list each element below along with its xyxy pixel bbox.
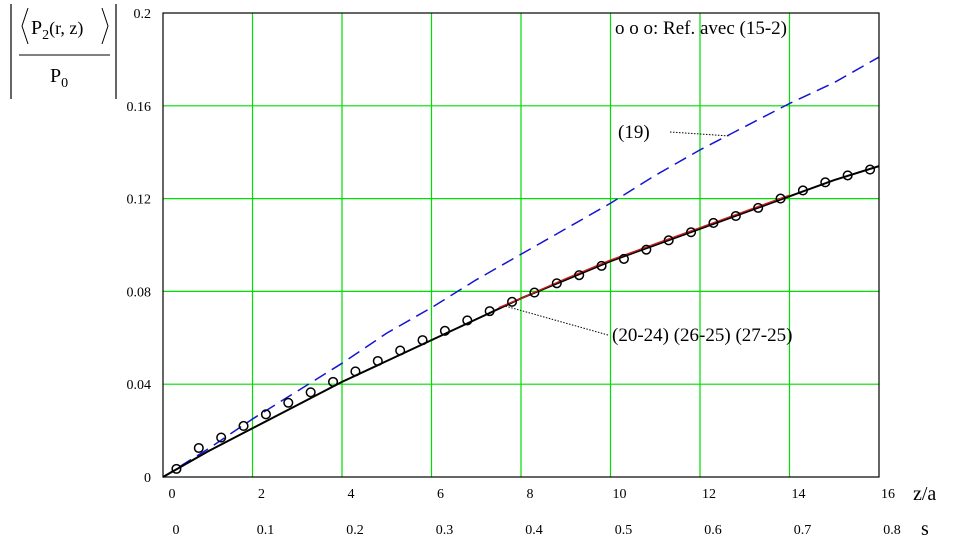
x2-axis-label: s [921,518,929,539]
x2-tick-label: 0 [173,523,180,538]
data-point-marker [797,185,808,196]
y-label-num-args: (r, z) [49,18,83,39]
y-label-num-sub: 2 [42,28,49,43]
data-point-marker [283,397,294,408]
y-label-den-sub: 0 [61,76,68,91]
x-tick-label: 4 [348,487,355,502]
data-point-marker [574,270,585,281]
x-tick-label: 10 [613,487,627,502]
series-line-2625 [498,194,790,309]
x2-tick-label: 0.6 [704,523,722,538]
x-tick-label: 8 [527,487,534,502]
x2-tick-label: 0.4 [525,523,543,538]
x2-tick-label: 0.2 [346,523,364,538]
tick-labels: 0 2 4 6 8 10 12 14 16 0 0.1 0.2 0.3 0.4 0.5 0.6 0.7 0.8 0 0… [127,7,901,538]
y-label-num-prefix: P [31,17,42,39]
x-tick-label: 2 [258,487,265,502]
data-point-marker [618,253,629,264]
svg-text:P2(r, z): P2(r, z) [31,17,83,43]
y-tick-label: 0.16 [127,100,152,115]
data-point-marker [171,463,182,474]
x2-tick-label: 0.3 [436,523,454,538]
x-tick-label: 16 [881,487,895,502]
y-tick-label: 0.2 [134,7,152,22]
series-layer [162,56,880,478]
data-point-marker [350,366,361,377]
annotation-20-24: (20-24) (26-25) (27-25) [612,325,792,346]
annotation-19: (19) [618,122,650,143]
data-point-marker [529,287,540,298]
data-point-marker [484,306,495,317]
plot-frame [162,12,880,478]
x-tick-label: 12 [702,487,716,502]
data-point-marker [551,278,562,289]
data-point-marker [328,376,339,387]
y-axis-label: P2(r, z) P0 [10,4,117,99]
x2-tick-label: 0.8 [883,523,901,538]
data-point-marker [865,164,876,175]
x-axis-label: z/a [913,483,936,505]
data-point-marker [395,345,406,356]
x-tick-label: 6 [437,487,444,502]
axes [162,12,880,478]
data-point-marker [417,335,428,346]
y-tick-label: 0 [144,471,151,486]
data-point-marker [820,177,831,188]
data-point-marker [439,325,450,336]
series-line-19 [162,56,880,478]
data-point-marker [507,296,518,307]
data-point-marker [372,355,383,367]
legend-text: o o o: Ref. avec (15-2) [615,18,787,39]
y-label-den-prefix: P [50,65,61,87]
x2-tick-label: 0.1 [257,523,275,538]
svg-text:P0: P0 [50,65,68,91]
data-point-marker [708,217,719,229]
data-point-marker [462,315,473,326]
y-tick-label: 0.12 [127,193,152,208]
data-point-marker [753,202,764,213]
data-point-marker [260,409,271,420]
x-tick-label: 0 [169,487,176,502]
y-label-right-angle [101,7,109,45]
y-tick-label: 0.04 [127,378,152,393]
annotation-19-leader [669,131,731,137]
x-tick-label: 14 [792,487,806,502]
data-point-marker [775,193,786,204]
x2-tick-label: 0.7 [794,523,812,538]
marker-layer [171,164,876,474]
data-point-marker [730,210,741,222]
data-point-marker [238,420,249,432]
x2-tick-label: 0.5 [615,523,633,538]
y-tick-label: 0.08 [127,285,152,300]
y-label-left-angle [21,7,29,45]
data-point-marker [641,244,652,255]
grid [163,13,879,477]
data-point-marker [686,227,697,238]
data-point-marker [193,442,204,454]
data-point-marker [216,432,227,443]
data-point-marker [663,235,674,246]
data-point-marker [305,387,316,398]
data-point-marker [596,260,607,271]
data-point-marker [842,170,853,181]
